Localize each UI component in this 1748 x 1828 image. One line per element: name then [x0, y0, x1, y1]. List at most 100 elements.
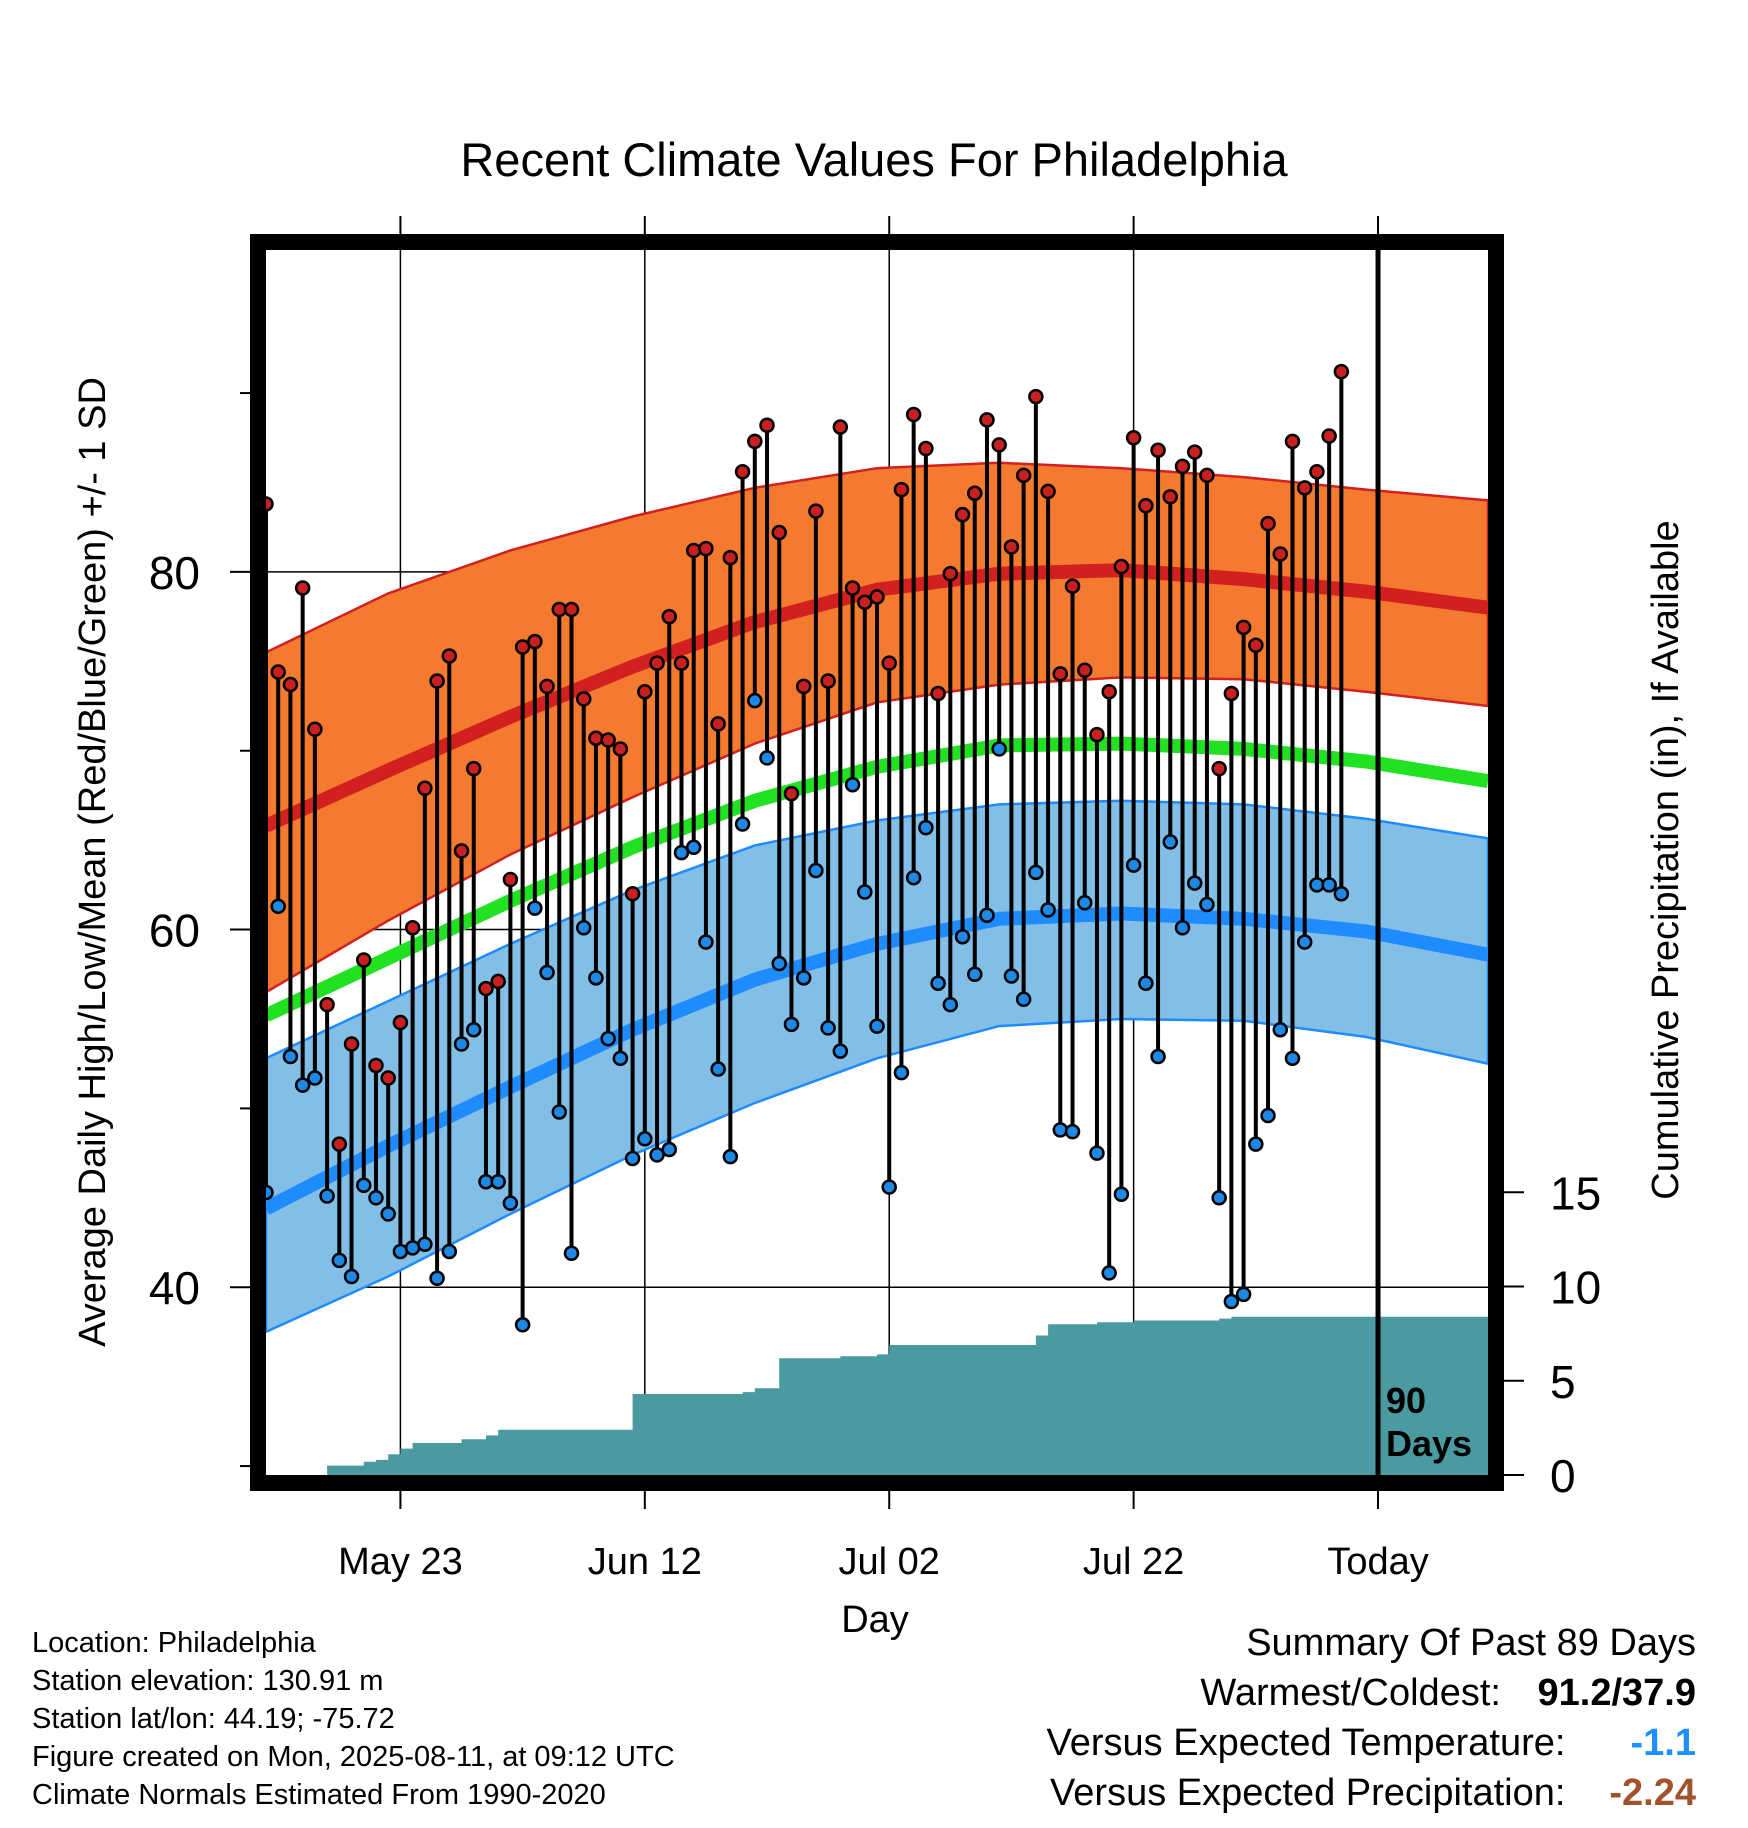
y2-tick-label: 15: [1550, 1167, 1601, 1219]
daily-bar: [637, 683, 653, 1147]
daily-bar: [1321, 428, 1337, 893]
daily-bar: [266, 496, 274, 1201]
daily-low-point: [783, 1016, 800, 1033]
daily-high-point: [1199, 467, 1215, 484]
daily-low-point: [1064, 1123, 1081, 1140]
info-created: Figure created on Mon, 2025-08-11, at 09…: [32, 1741, 675, 1773]
daily-bar: [893, 481, 910, 1081]
daily-low-point: [575, 920, 592, 936]
daily-bar: [1260, 515, 1276, 1124]
daily-bar: [869, 589, 885, 1034]
daily-low-point: [551, 1104, 568, 1120]
daily-high-point: [368, 1057, 384, 1074]
daily-high-point: [539, 678, 555, 695]
daily-high-point: [478, 980, 494, 997]
daily-bar: [722, 549, 739, 1165]
daily-low-point: [1125, 857, 1142, 873]
daily-bar: [1101, 683, 1117, 1281]
chart-title: Recent Climate Values For Philadelphia: [460, 133, 1288, 186]
daily-high-point: [1309, 464, 1325, 480]
daily-high-point: [832, 419, 849, 435]
daily-bar: [356, 952, 372, 1194]
daily-bar: [954, 506, 971, 945]
daily-low-point: [1272, 1021, 1289, 1038]
daily-high-point: [1235, 619, 1252, 636]
daily-low-point: [747, 692, 763, 709]
y-axis-title: Average Daily High/Low/Mean (Red/Blue/Gr…: [72, 377, 114, 1347]
daily-high-point: [575, 691, 592, 707]
daily-high-point: [490, 973, 506, 990]
daily-bar: [331, 1136, 348, 1269]
daily-bar: [1272, 546, 1289, 1038]
daily-low-point: [967, 966, 983, 983]
daily-high-point: [380, 1070, 396, 1086]
daily-bar: [918, 440, 934, 836]
daily-high-point: [429, 673, 445, 689]
daily-high-point: [661, 608, 678, 625]
daily-low-point: [808, 862, 824, 879]
daily-bar: [905, 406, 922, 886]
summary-warm-cold-label: Warmest/Coldest:: [1200, 1672, 1501, 1714]
daily-low-point: [1248, 1136, 1264, 1152]
daily-low-point: [734, 816, 751, 832]
daily-bar: [441, 648, 458, 1260]
daily-bar: [1113, 558, 1130, 1202]
daily-low-point: [1186, 875, 1203, 891]
daily-high-point: [930, 685, 946, 702]
daily-high-point: [1040, 483, 1056, 500]
daily-low-point: [637, 1131, 653, 1147]
summary-warm-cold-value: 91.2/37.9: [1537, 1672, 1696, 1714]
daily-bar: [465, 760, 482, 1038]
daily-high-point: [453, 843, 470, 859]
summary-temp-value: -1.1: [1630, 1722, 1696, 1764]
daily-high-point: [1321, 428, 1337, 444]
daily-high-point: [795, 678, 812, 695]
daily-bar: [1199, 467, 1215, 913]
summary-precip: Versus Expected Precipitation: -2.24: [1050, 1772, 1696, 1815]
daily-low-point: [820, 1020, 836, 1036]
daily-low-point: [563, 1245, 580, 1261]
daily-bar: [600, 732, 616, 1047]
daily-high-point: [1296, 480, 1313, 496]
daily-low-point: [942, 996, 959, 1013]
precip-area: [314, 1316, 1488, 1475]
daily-high-point: [612, 741, 629, 757]
daily-low-point: [527, 900, 543, 916]
daily-bar: [1162, 489, 1179, 850]
daily-bar: [710, 716, 726, 1077]
daily-low-point: [991, 741, 1007, 757]
daily-low-point: [1113, 1186, 1130, 1202]
daily-high-point: [1125, 430, 1142, 446]
daily-low-point: [1003, 968, 1020, 984]
daily-bar: [294, 580, 311, 1093]
daily-low-point: [514, 1317, 531, 1333]
daily-high-point: [1186, 444, 1203, 460]
daily-low-point: [380, 1206, 396, 1222]
daily-bar: [673, 655, 690, 861]
daily-high-point: [979, 412, 995, 428]
daily-bar: [698, 540, 714, 950]
daily-low-point: [441, 1243, 458, 1260]
daily-bar: [1223, 685, 1240, 1310]
daily-high-point: [1101, 683, 1117, 700]
daily-high-point: [881, 655, 897, 671]
daily-bar: [661, 608, 678, 1158]
daily-high-point: [1138, 497, 1154, 514]
daily-high-point: [1064, 578, 1081, 594]
daily-bar: [539, 678, 555, 981]
daily-high-point: [563, 601, 580, 618]
x-tick-label: Today: [1327, 1541, 1428, 1583]
daily-bar: [1015, 467, 1032, 1008]
daily-high-point: [1089, 726, 1105, 743]
daily-bar: [1248, 637, 1264, 1152]
daily-low-point: [844, 776, 861, 793]
daily-high-point: [649, 655, 665, 671]
daily-bar: [1235, 619, 1252, 1303]
daily-bar: [832, 419, 849, 1059]
info-normals: Climate Normals Estimated From 1990-2020: [32, 1779, 606, 1811]
daily-low-point: [1162, 834, 1179, 850]
x-tick-label: May 23: [338, 1541, 463, 1583]
daily-high-point: [771, 524, 787, 541]
daily-low-point: [1296, 934, 1313, 950]
